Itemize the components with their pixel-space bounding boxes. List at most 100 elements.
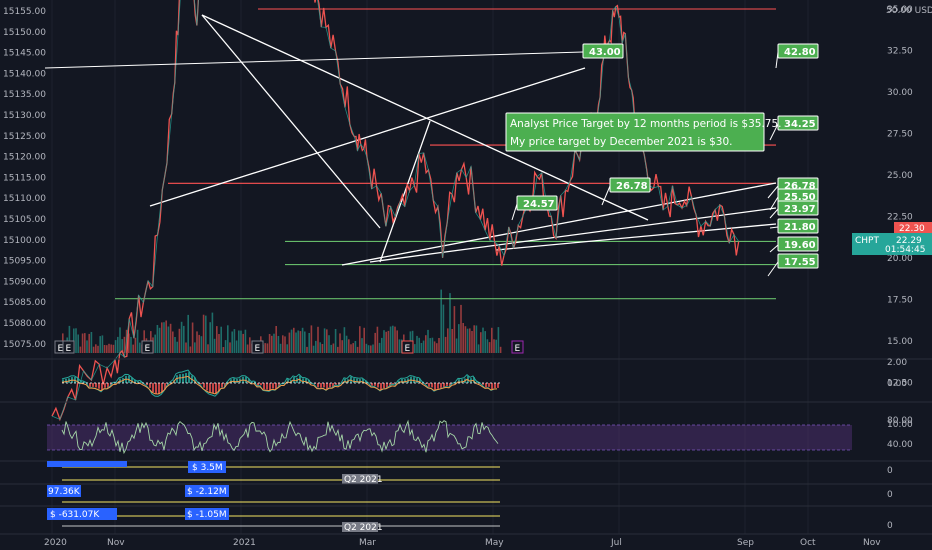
volume-bar [101, 335, 104, 353]
volume-bar [480, 332, 482, 353]
volume-bar [354, 341, 357, 353]
earnings-marker[interactable] [401, 340, 414, 354]
volume-bar [77, 334, 79, 353]
volume-bar [304, 331, 306, 353]
volume-bar [462, 323, 464, 353]
macd-bar [437, 383, 439, 389]
ticker-symbol: CHPT [855, 236, 879, 246]
volume-bar [356, 346, 359, 353]
macd-bar [458, 379, 460, 384]
volume-bar [75, 328, 77, 353]
annotation-callout[interactable]: 19.60 [769, 236, 819, 253]
volume-bar [372, 344, 374, 353]
volume-bar [367, 345, 370, 353]
macd-bar [317, 383, 319, 388]
earnings-marker[interactable] [62, 340, 75, 354]
earnings-marker[interactable] [141, 340, 154, 354]
annotation-callout[interactable]: 43.00 [44, 43, 624, 69]
left-tick-label: 15130.00 [3, 111, 46, 121]
earnings-marker[interactable] [251, 340, 264, 354]
volume-bar [438, 338, 440, 353]
left-tick-label: 15085.00 [3, 298, 46, 308]
volume-bar [112, 344, 115, 353]
macd-bar [488, 383, 490, 387]
volume-bar [95, 344, 97, 353]
volume-bar [128, 333, 130, 353]
volume-bar [244, 329, 247, 353]
right-tick-label: 15.00 [887, 337, 913, 347]
annotation-callout[interactable]: 42.80 [775, 43, 819, 69]
volume-bar [301, 327, 304, 353]
macd-pane: 2.00 0.00 [0, 358, 932, 397]
volume-bar [339, 333, 341, 353]
volume-bar [345, 335, 348, 353]
annotation-callouts[interactable]: 43.00 42.8034.2526.7824.5726.7825.5023.97… [44, 43, 819, 277]
volume-bar [264, 343, 266, 353]
volume-bar [469, 328, 471, 353]
annotation-callout[interactable]: 23.97 [769, 200, 819, 219]
volume-bar [216, 326, 218, 353]
volume-bar [299, 331, 302, 353]
macd-bar [65, 378, 67, 384]
macd-bar [203, 383, 205, 388]
left-tick-label: 15115.00 [3, 173, 46, 183]
volume-bar [431, 337, 434, 353]
time-axis[interactable]: 2020 Nov 2021 Mar May Jul Sep Oct Nov [0, 533, 932, 548]
volume-bar [123, 336, 126, 353]
macd-bar [491, 383, 493, 390]
right-price-axis[interactable]: 50.00 USD 47.5045.0042.5040.0037.5035.00… [852, 0, 932, 550]
volume-bar [172, 331, 174, 353]
volume-bar [495, 339, 497, 353]
macd-bar [104, 383, 106, 388]
earnings-marker[interactable] [511, 340, 524, 354]
volume-bar [389, 326, 392, 353]
time-tick-label: Sep [737, 538, 754, 548]
volume-bar [387, 330, 390, 353]
volume-bar [328, 335, 330, 353]
volume-bar [433, 341, 436, 353]
trendline [379, 120, 431, 263]
annotation-label: 21.80 [784, 222, 816, 233]
volume-bar [458, 324, 460, 353]
macd-tick-top: 2.00 [887, 358, 907, 368]
right-tick-label: 20.00 [887, 254, 913, 264]
macd-bar [365, 380, 367, 384]
right-tick-label: 25.00 [887, 171, 913, 181]
volume-bar [222, 347, 225, 353]
annotation-callout[interactable]: 24.57 [511, 195, 558, 221]
price-target-note[interactable]: Analyst Price Target by 12 months period… [505, 112, 782, 152]
volume-bar [68, 325, 71, 353]
volume-bar [295, 332, 297, 353]
annotation-callout[interactable]: 26.78 [601, 177, 651, 206]
volume-bar [277, 336, 280, 353]
left-tick-label: 15155.00 [3, 7, 46, 17]
left-tick-label: 15150.00 [3, 28, 46, 38]
volume-bar [233, 329, 236, 353]
time-tick-label: 2020 [44, 538, 67, 548]
volume-bar [185, 342, 187, 353]
annotation-callout[interactable]: 21.80 [769, 218, 819, 234]
trendline [495, 223, 777, 251]
volume-bar [176, 341, 178, 353]
pane5-badge-left: $ -631.07K [50, 510, 100, 520]
volume-bar [110, 344, 112, 353]
pane4-badge-left: 97.36K [48, 487, 81, 497]
volume-bar [440, 289, 442, 353]
macd-bar [440, 383, 442, 388]
volume-bar [392, 325, 394, 353]
left-tick-label: 15125.00 [3, 132, 46, 142]
macd-tick-zero: 0.00 [887, 379, 907, 389]
annotation-callout[interactable]: 17.55 [767, 253, 819, 277]
left-tick-label: 15145.00 [3, 49, 46, 59]
macd-bar [356, 378, 358, 383]
macd-bar [215, 383, 217, 394]
left-tick-label: 15110.00 [3, 194, 46, 204]
annotation-callout[interactable]: 34.25 [769, 115, 819, 141]
volume-bar [169, 323, 172, 353]
volume-bar [334, 329, 337, 353]
macd-bar [137, 381, 139, 383]
volume-bar [288, 332, 291, 353]
